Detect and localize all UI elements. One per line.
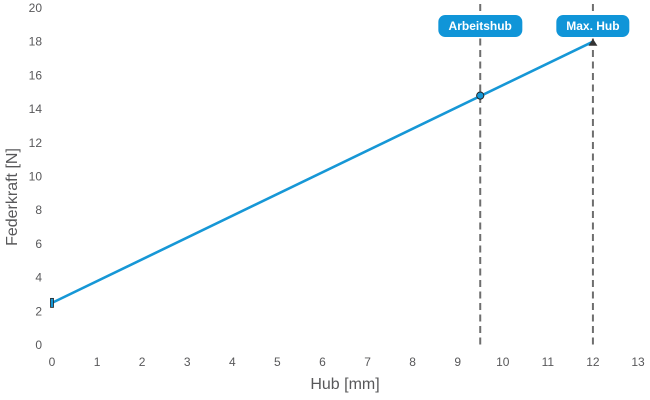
y-tick-label: 20 [29, 1, 43, 15]
series-line [50, 40, 595, 305]
y-tick-label: 12 [29, 136, 43, 150]
y-tick-label: 8 [35, 203, 42, 217]
x-tick-label: 3 [184, 355, 191, 369]
annotation-badge-arbeitshub: Arbeitshub [438, 15, 522, 37]
x-tick-label: 8 [409, 355, 416, 369]
y-tick-label: 14 [29, 102, 43, 116]
x-tick-label: 2 [139, 355, 146, 369]
x-tick-label: 0 [49, 355, 56, 369]
x-tick-label: 9 [454, 355, 461, 369]
marker-caret-up [588, 38, 598, 46]
y-tick-label: 2 [35, 304, 42, 318]
x-tick-label: 7 [364, 355, 371, 369]
annotation-badge-max-hub: Max. Hub [556, 15, 630, 37]
y-tick-label: 16 [29, 68, 43, 82]
x-axis-label: Hub [mm] [310, 376, 380, 393]
marker-circle [476, 91, 485, 100]
x-tick-label: 11 [542, 355, 555, 369]
x-tick-label: 10 [496, 355, 510, 369]
y-tick-label: 18 [29, 35, 43, 49]
y-axis-label: Federkraft [N] [4, 148, 21, 246]
y-tick-label: 4 [35, 271, 42, 285]
x-tick-label: 4 [229, 355, 236, 369]
y-tick-label: 10 [29, 170, 43, 184]
x-tick-label: 1 [94, 355, 101, 369]
y-tick-label: 0 [35, 338, 42, 352]
x-tick-label: 5 [274, 355, 281, 369]
x-tick-label: 12 [586, 355, 600, 369]
marker-tick [50, 297, 54, 308]
x-tick-label: 13 [631, 355, 645, 369]
y-tick-label: 6 [35, 237, 42, 251]
x-tick-label: 6 [319, 355, 326, 369]
